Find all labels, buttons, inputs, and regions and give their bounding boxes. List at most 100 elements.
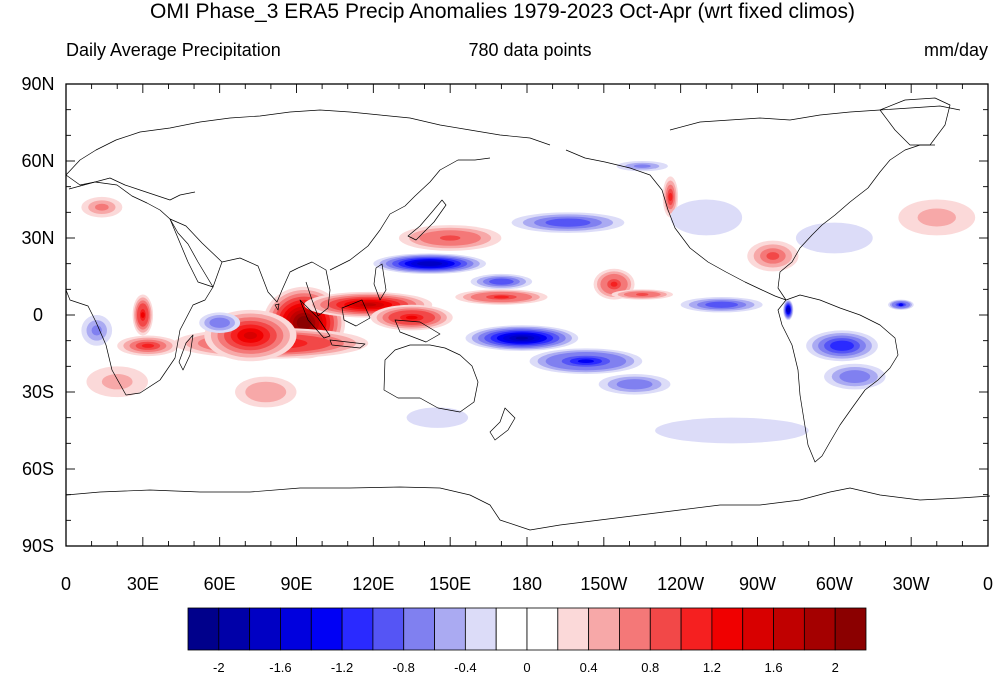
y-tick-label: 90N — [21, 74, 54, 94]
colorbar-label: 1.6 — [765, 660, 783, 675]
anomaly-contour — [243, 331, 257, 340]
colorbar-swatch — [834, 607, 867, 651]
anomaly-contour — [300, 319, 308, 326]
anomaly-region — [795, 222, 873, 254]
anomaly-contour — [655, 417, 809, 444]
anomaly-region — [888, 299, 914, 310]
anomaly-contour — [214, 320, 225, 326]
colorbar-swatch — [310, 607, 343, 651]
y-tick-label: 30S — [22, 382, 54, 402]
axis-ticks — [65, 83, 989, 547]
x-tick-label: 90E — [280, 574, 312, 594]
anomaly-contour — [713, 303, 730, 307]
anomaly-region — [616, 161, 668, 172]
colorbar-swatch — [403, 607, 435, 651]
coastline-sri-lanka — [274, 303, 280, 311]
coastlines — [65, 97, 991, 531]
anomaly-contour — [439, 235, 461, 241]
colorbar-swatch — [495, 607, 528, 651]
coastline-arabia — [169, 218, 223, 288]
x-tick-label: 120E — [352, 574, 394, 594]
anomaly-contour — [636, 292, 649, 296]
colorbar-label: -0.8 — [393, 660, 415, 675]
y-tick-label: 60N — [21, 151, 54, 171]
x-tick-label: 90W — [739, 574, 776, 594]
x-tick-label: 120W — [657, 574, 704, 594]
chart-title: OMI Phase_3 ERA5 Precip Anomalies 1979-2… — [150, 0, 855, 23]
colorbar-swatch — [588, 607, 620, 651]
coastline-north-america-east — [777, 144, 935, 301]
x-tick-label: 30E — [127, 574, 159, 594]
colorbar-label: -0.4 — [454, 660, 476, 675]
anomaly-contour — [610, 281, 618, 287]
coastline-north-america — [565, 149, 787, 301]
anomaly-contour — [423, 262, 436, 266]
anomaly-region — [662, 176, 679, 218]
variable-label: Daily Average Precipitation — [66, 40, 281, 60]
x-tick-label: 0 — [61, 574, 71, 594]
anomaly-contour — [815, 230, 854, 246]
colorbar-label: 0.4 — [580, 660, 598, 675]
colorbar-swatch — [711, 607, 744, 651]
x-tick-label: 180 — [512, 574, 542, 594]
plot-border — [65, 83, 989, 547]
anomaly-region — [398, 225, 502, 251]
anomaly-contour — [493, 295, 510, 299]
coastline-greenland — [879, 97, 951, 146]
colorbar-swatch — [773, 607, 805, 651]
anomaly-region — [806, 330, 878, 362]
anomaly-region — [824, 363, 886, 390]
colorbar-swatch — [526, 607, 559, 651]
colorbar-label: -1.2 — [331, 660, 353, 675]
anomaly-contour — [515, 336, 529, 340]
anomaly-region — [611, 289, 673, 300]
units-label: mm/day — [923, 40, 988, 60]
coastline-eurasia-north — [65, 109, 551, 176]
anomaly-contour — [688, 208, 725, 227]
anomaly-contour — [633, 164, 651, 168]
anomaly-region — [898, 199, 976, 236]
coastline-south-america — [777, 294, 899, 463]
colorbar-swatch — [649, 607, 682, 651]
anomaly-region — [680, 297, 763, 313]
coastline-arctic-canada — [669, 105, 961, 131]
anomaly-region — [370, 304, 453, 331]
y-tick-label: 60S — [22, 459, 54, 479]
anomaly-region — [783, 299, 794, 321]
anomaly-contour — [836, 343, 848, 349]
coastline-sumatra — [299, 299, 331, 339]
x-tick-label: 60E — [204, 574, 236, 594]
colorbar-label: 2 — [832, 660, 839, 675]
x-tick-label: 60W — [816, 574, 853, 594]
colorbar-label: 1.2 — [703, 660, 721, 675]
colorbar-label: -2 — [213, 660, 225, 675]
coastline-africa — [65, 181, 214, 396]
colorbar-swatch — [372, 607, 405, 651]
colorbar-swatch — [803, 607, 836, 651]
y-tick-label: 0 — [33, 305, 43, 325]
colorbar: -2 -1.6 -1.2 -0.8 -0.4 0 0.4 0.8 1.2 1.6 2 — [187, 607, 867, 675]
anomaly-contour — [847, 373, 863, 380]
colorbar-swatch — [280, 607, 312, 651]
anomaly-contour — [255, 386, 277, 398]
colorbar-label: 0 — [523, 660, 530, 675]
map-frame — [65, 83, 989, 547]
y-tick-label: 90S — [22, 536, 54, 556]
anomaly-contour — [898, 303, 903, 307]
anomaly-region — [235, 376, 297, 408]
anomaly-contour — [556, 220, 580, 225]
y-tick-label: 30N — [21, 228, 54, 248]
anomaly-contour — [668, 192, 673, 202]
coastline-japan — [407, 199, 447, 241]
coastline-europe — [65, 174, 196, 201]
coastline-southeast-asia — [297, 261, 331, 317]
anomaly-region — [373, 253, 487, 274]
anomaly-region — [747, 240, 799, 272]
colorbar-swatch — [557, 607, 590, 651]
anomaly-contour — [101, 374, 133, 390]
anomaly-region — [81, 315, 113, 346]
coastline-east-asia — [329, 157, 491, 271]
anomaly-contour — [140, 312, 145, 318]
